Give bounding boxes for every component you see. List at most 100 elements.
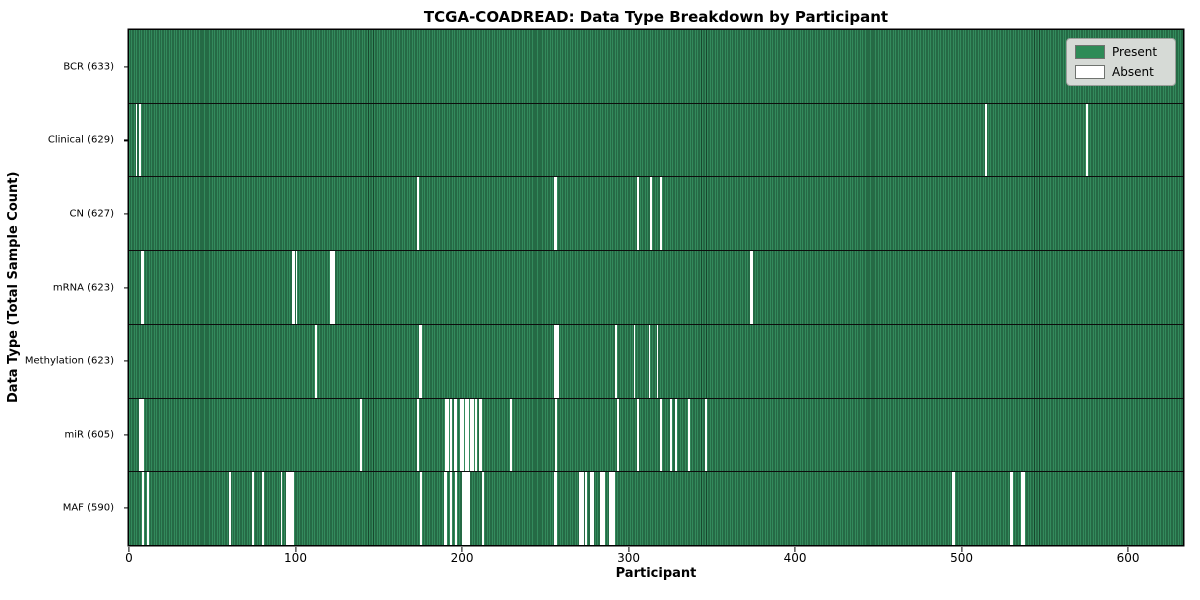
absent-stripe xyxy=(290,472,293,546)
absent-stripe xyxy=(315,324,318,398)
legend-item-present: Present xyxy=(1075,45,1167,59)
data-type-row-bcr xyxy=(129,30,1183,104)
data-type-row-methylation xyxy=(129,324,1183,399)
absent-stripe xyxy=(555,398,557,472)
absent-stripe xyxy=(1023,472,1025,546)
absent-stripe xyxy=(450,398,453,472)
absent-stripe xyxy=(580,472,582,546)
absent-stripe xyxy=(453,398,456,472)
absent-stripe xyxy=(591,472,594,546)
absent-stripe xyxy=(670,398,672,472)
absent-stripe xyxy=(147,472,149,546)
absent-stripe xyxy=(138,103,141,177)
absent-stripe xyxy=(420,324,423,398)
absent-stripe xyxy=(475,398,477,472)
absent-stripe xyxy=(228,472,231,546)
absent-stripe xyxy=(293,251,296,324)
absent-stripe xyxy=(142,398,144,472)
legend-label: Absent xyxy=(1112,65,1154,79)
x-tick-mark xyxy=(627,546,630,552)
absent-stripe xyxy=(613,472,616,546)
y-tick-label-methylation: Methylation (623) xyxy=(24,355,114,367)
absent-stripe xyxy=(140,398,143,472)
absent-stripe xyxy=(140,251,143,324)
absent-stripe xyxy=(480,398,482,472)
absent-stripe xyxy=(467,472,469,546)
absent-stripe xyxy=(633,324,636,398)
absent-stripe xyxy=(616,398,619,472)
x-tick-label-600: 600 xyxy=(1116,551,1140,565)
absent-stripe xyxy=(650,177,652,251)
absent-stripe xyxy=(420,472,423,546)
absent-stripe xyxy=(465,398,467,472)
absent-stripe xyxy=(608,472,611,546)
absent-stripe xyxy=(656,324,659,398)
absent-stripe xyxy=(470,398,472,472)
absent-stripe xyxy=(555,324,557,398)
absent-stripe xyxy=(417,398,419,472)
absent-stripe xyxy=(705,398,707,472)
absent-stripe xyxy=(288,472,291,546)
absent-stripe xyxy=(478,398,481,472)
absent-stripe xyxy=(581,472,584,546)
absent-stripe xyxy=(443,472,446,546)
x-tick-mark xyxy=(960,546,963,552)
absent-stripe xyxy=(445,472,448,546)
y-axis-label: Data Type (Total Sample Count) xyxy=(6,171,21,404)
absent-stripe xyxy=(447,398,449,472)
absent-stripe xyxy=(287,472,289,546)
absent-stripe xyxy=(295,251,298,324)
x-tick-label-500: 500 xyxy=(950,551,973,565)
absent-stripe xyxy=(465,472,467,546)
absent-stripe xyxy=(481,472,484,546)
absent-stripe xyxy=(252,472,254,546)
x-tick-label-100: 100 xyxy=(284,551,307,565)
x-tick-mark xyxy=(461,546,463,552)
y-tick-label-cn: CN (627) xyxy=(69,208,114,220)
y-tick-label-clinical: Clinical (629) xyxy=(47,134,114,146)
x-tick-marks xyxy=(128,546,1183,552)
chart-title: TCGA-COADREAD: Data Type Breakdown by Pa… xyxy=(423,8,889,26)
absent-stripe xyxy=(555,472,557,546)
x-tick-mark xyxy=(294,546,297,552)
absent-stripe xyxy=(660,398,662,472)
absent-stripe xyxy=(636,398,639,472)
absent-stripe xyxy=(462,472,464,546)
absent-stripe xyxy=(953,472,955,546)
x-tick-label-200: 200 xyxy=(450,551,474,565)
absent-stripe xyxy=(333,251,336,324)
data-type-row-mrna xyxy=(129,251,1183,325)
absent-stripe xyxy=(330,251,333,324)
absent-stripe xyxy=(417,177,419,251)
data-type-row-cn xyxy=(129,177,1183,252)
absent-stripe xyxy=(556,324,559,398)
absent-stripe xyxy=(660,177,662,251)
absent-stripe xyxy=(462,398,464,472)
present-swatch-icon xyxy=(1075,45,1105,59)
absent-stripe xyxy=(553,177,556,251)
absent-swatch-icon xyxy=(1075,65,1105,79)
x-tick-mark xyxy=(794,546,796,552)
data-type-row-maf xyxy=(129,472,1183,546)
legend: Present Absent xyxy=(1066,38,1176,86)
absent-stripe xyxy=(553,472,556,546)
absent-stripe xyxy=(1009,472,1012,546)
absent-stripe xyxy=(142,472,144,546)
absent-stripe xyxy=(585,472,587,546)
absent-stripe xyxy=(510,398,512,472)
absent-stripe xyxy=(262,472,264,546)
x-tick-mark xyxy=(1127,546,1129,552)
absent-stripe xyxy=(455,398,457,472)
absent-stripe xyxy=(135,103,138,177)
y-tick-label-bcr: BCR (633) xyxy=(63,61,114,73)
absent-stripe xyxy=(285,472,288,546)
data-type-row-clinical xyxy=(129,103,1183,178)
y-tick-label-maf: MAF (590) xyxy=(62,502,114,514)
plot-area xyxy=(129,30,1183,546)
x-tick-label-300: 300 xyxy=(617,551,640,565)
absent-stripe xyxy=(603,472,606,546)
x-tick-labels: 0 100 200 300 400 500 600 xyxy=(125,551,1183,565)
x-tick-label-400: 400 xyxy=(783,551,807,565)
absent-stripe xyxy=(418,324,421,398)
absent-stripe xyxy=(332,251,334,324)
